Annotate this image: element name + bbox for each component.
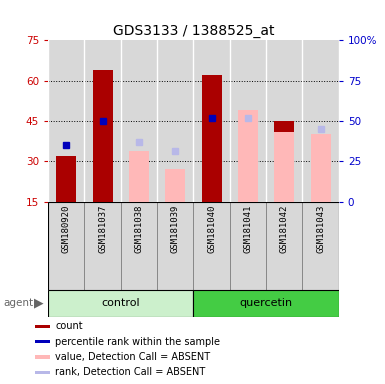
Bar bbox=[129, 151, 149, 202]
Text: GSM180920: GSM180920 bbox=[62, 204, 71, 253]
Bar bbox=[35, 371, 50, 374]
Bar bbox=[35, 325, 50, 328]
Bar bbox=[303, 202, 339, 290]
Bar bbox=[238, 110, 258, 202]
Bar bbox=[35, 356, 50, 359]
Bar bbox=[266, 202, 303, 290]
Bar bbox=[194, 290, 339, 317]
Title: GDS3133 / 1388525_at: GDS3133 / 1388525_at bbox=[113, 24, 274, 38]
Bar bbox=[35, 340, 50, 343]
Bar bbox=[84, 202, 121, 290]
Bar bbox=[165, 169, 185, 202]
Bar bbox=[93, 70, 113, 202]
Text: percentile rank within the sample: percentile rank within the sample bbox=[55, 337, 220, 347]
Text: value, Detection Call = ABSENT: value, Detection Call = ABSENT bbox=[55, 352, 210, 362]
Bar bbox=[311, 134, 331, 202]
Text: rank, Detection Call = ABSENT: rank, Detection Call = ABSENT bbox=[55, 367, 206, 377]
Text: ▶: ▶ bbox=[34, 297, 44, 310]
Text: GSM181040: GSM181040 bbox=[207, 204, 216, 253]
Text: GSM181043: GSM181043 bbox=[316, 204, 325, 253]
Bar bbox=[274, 132, 294, 202]
Bar bbox=[194, 202, 230, 290]
Bar bbox=[202, 75, 222, 202]
Text: GSM181042: GSM181042 bbox=[280, 204, 289, 253]
Text: control: control bbox=[102, 298, 140, 308]
Bar bbox=[230, 202, 266, 290]
Bar bbox=[48, 290, 194, 317]
Text: GSM181041: GSM181041 bbox=[243, 204, 253, 253]
Text: GSM181039: GSM181039 bbox=[171, 204, 180, 253]
Bar bbox=[48, 202, 84, 290]
Bar bbox=[157, 202, 194, 290]
Text: agent: agent bbox=[4, 298, 34, 308]
Text: count: count bbox=[55, 321, 83, 331]
Bar bbox=[274, 121, 294, 202]
Text: GSM181038: GSM181038 bbox=[134, 204, 144, 253]
Text: GSM181037: GSM181037 bbox=[98, 204, 107, 253]
Text: quercetin: quercetin bbox=[239, 298, 293, 308]
Bar bbox=[56, 156, 76, 202]
Bar bbox=[121, 202, 157, 290]
